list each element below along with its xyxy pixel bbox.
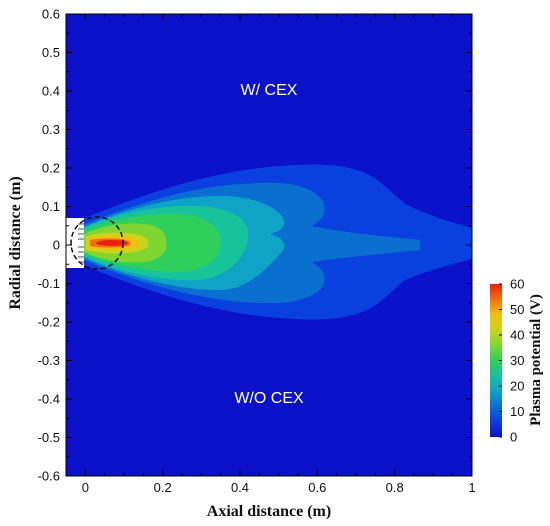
contour-band-55v	[96, 240, 128, 246]
colorbar-tick-label: 20	[510, 379, 524, 394]
colorbar-tick-label: 50	[510, 302, 524, 317]
x-tick-label: 0.4	[231, 480, 249, 495]
y-tick-label: 0.6	[42, 7, 60, 22]
y-tick-label: -0.5	[38, 430, 60, 445]
thruster-serrations	[78, 223, 84, 263]
colorbar-tick-label: 30	[510, 353, 524, 368]
y-tick-label: 0	[53, 238, 60, 253]
colorbar-ticks: 60 50 40 30 20 10 0	[499, 277, 524, 445]
y-tick-label: 0.1	[42, 199, 60, 214]
y-tick-label: -0.4	[38, 392, 60, 407]
y-tick-label: -0.1	[38, 276, 60, 291]
x-tick-label: 0	[82, 480, 89, 495]
colorbar-tick-label: 10	[510, 404, 524, 419]
y-axis-title: Radial distance (m)	[7, 176, 24, 309]
y-tick-label: -0.6	[38, 469, 60, 484]
x-axis: 0 0.2 0.4 0.6 0.8 1	[82, 14, 476, 495]
y-tick-label: 0.4	[42, 84, 60, 99]
near-field-highlight-circle	[70, 216, 124, 270]
annotation-without-cex: W/O CEX	[234, 390, 304, 407]
plume-contours	[80, 164, 472, 320]
y-tick-label: -0.3	[38, 353, 60, 368]
y-tick-label: -0.2	[38, 315, 60, 330]
colorbar-tick-label: 0	[510, 430, 517, 445]
x-tick-label: 0.8	[386, 480, 404, 495]
annotation-with-cex: W/ CEX	[241, 82, 298, 99]
y-tick-label: 0.3	[42, 122, 60, 137]
x-tick-label: 1	[468, 480, 475, 495]
colorbar-tick-label: 60	[510, 277, 524, 292]
x-axis-title: Axial distance (m)	[207, 503, 331, 520]
x-tick-label: 0.2	[154, 480, 172, 495]
colorbar-title: Plasma potential (V)	[528, 294, 544, 426]
thruster-body	[66, 218, 84, 268]
y-axis: 0.6 0.5 0.4 0.3 0.2 0.1 0 -0.1 -0.2 -0.3 -0.4 -0.5 -…	[38, 7, 472, 484]
y-tick-label: 0.2	[42, 161, 60, 176]
x-tick-label: 0.6	[308, 480, 326, 495]
colorbar-tick-label: 40	[510, 328, 524, 343]
colorbar	[490, 284, 502, 437]
y-tick-label: 0.5	[42, 45, 60, 60]
